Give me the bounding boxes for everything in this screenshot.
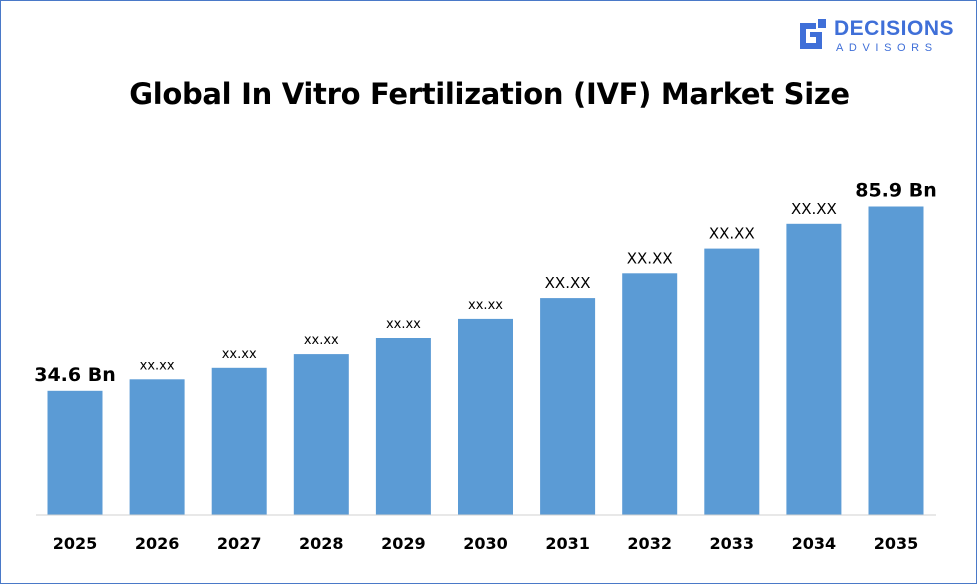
x-tick-2031: 2031 (545, 534, 590, 553)
bar-2028 (293, 354, 349, 515)
data-labels-group: 34.6 Bn xx.xx xx.xx xx.xx xx.xx xx.xx XX.XX XX.… (34, 180, 937, 386)
brand-subname: ADVISORS (836, 42, 938, 54)
bar-2031 (540, 298, 596, 515)
bar-2030 (458, 318, 513, 515)
data-label-2026: xx.xx (140, 358, 175, 373)
data-label-2025: 34.6 Bn (34, 364, 116, 386)
data-label-2030: xx.xx (468, 298, 503, 313)
data-label-2034: XX.XX (791, 200, 837, 218)
data-label-2029: xx.xx (386, 317, 421, 332)
x-tick-2025: 2025 (53, 534, 98, 553)
bar-2026 (129, 379, 185, 515)
x-tick-2033: 2033 (710, 534, 755, 553)
data-label-2035: 85.9 Bn (855, 180, 937, 202)
bar-2033 (704, 248, 760, 515)
chart-title: Global In Vitro Fertilization (IVF) Mark… (129, 77, 850, 111)
bar-2027 (211, 367, 267, 515)
x-tick-2030: 2030 (463, 534, 508, 553)
decisions-advisors-logo-icon (800, 19, 826, 49)
x-tick-2027: 2027 (217, 534, 262, 553)
x-tick-2029: 2029 (381, 534, 426, 553)
bar-2029 (375, 338, 431, 515)
bar-2032 (622, 273, 678, 515)
bars-group (47, 206, 924, 516)
x-tick-labels-group: 2025 2026 2027 2028 2029 2030 2031 2032 2033 2034… (53, 534, 919, 553)
brand-name: DECISIONS (834, 17, 955, 40)
x-tick-2034: 2034 (792, 534, 837, 553)
data-label-2032: XX.XX (627, 249, 673, 267)
bar-2034 (786, 223, 842, 516)
data-label-2028: xx.xx (304, 333, 339, 348)
x-tick-2026: 2026 (135, 534, 180, 553)
data-label-2033: XX.XX (709, 225, 755, 243)
x-tick-2028: 2028 (299, 534, 344, 553)
bar-2035 (868, 206, 924, 515)
x-tick-2035: 2035 (874, 534, 919, 553)
data-label-2031: XX.XX (545, 274, 591, 292)
x-tick-2032: 2032 (627, 534, 672, 553)
brand-logo: DECISIONS ADVISORS (796, 17, 966, 57)
data-label-2027: xx.xx (222, 347, 257, 362)
bar-2025 (47, 390, 103, 515)
